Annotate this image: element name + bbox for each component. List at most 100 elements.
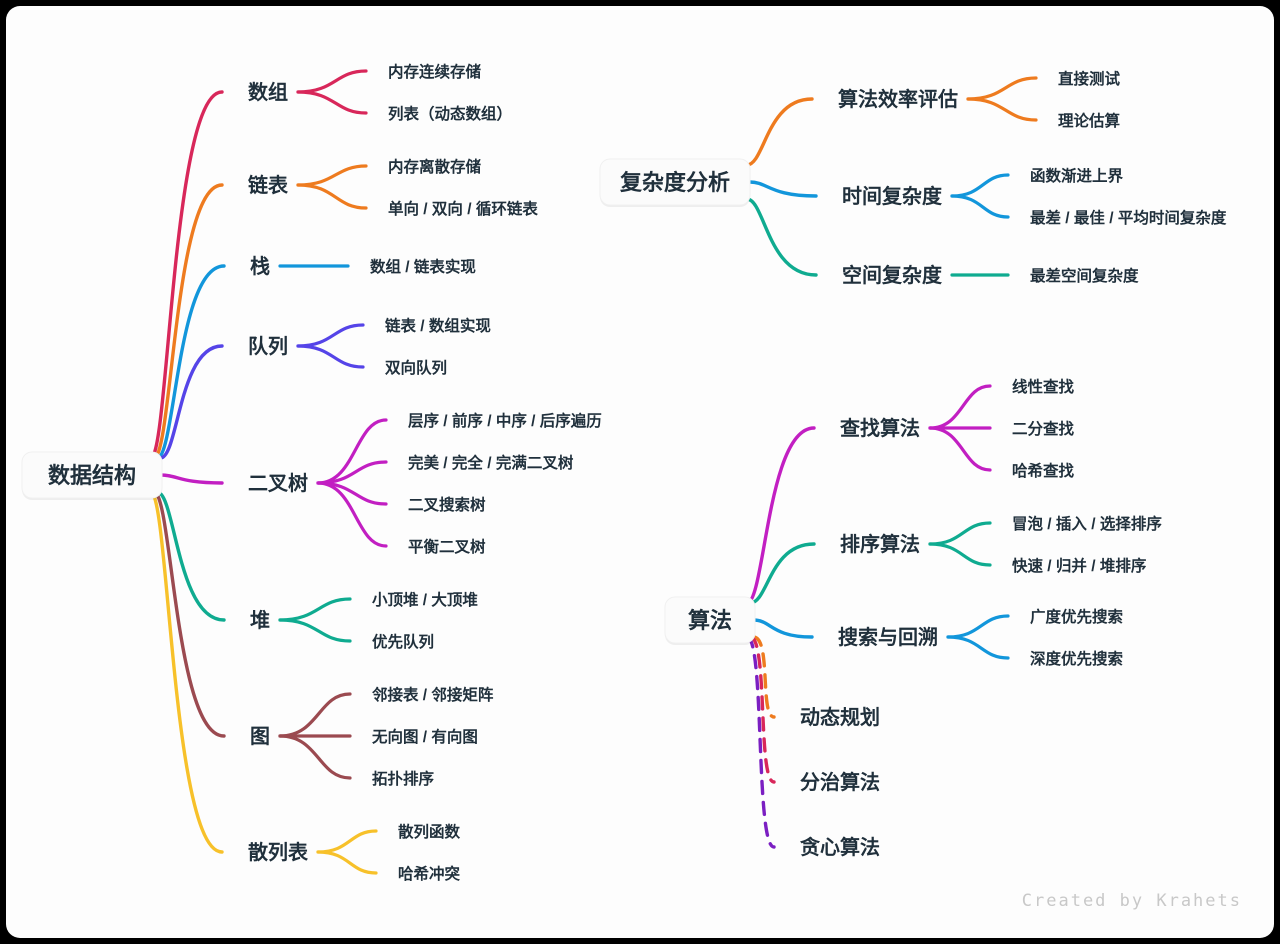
root-node-label: 复杂度分析 <box>619 170 730 195</box>
leaf-link <box>928 542 992 567</box>
leaf-node-label[interactable]: 函数渐进上界 <box>1030 166 1124 185</box>
leaf-link <box>950 173 1010 198</box>
branch-node-label[interactable]: 队列 <box>248 334 288 358</box>
branch-link <box>155 264 226 460</box>
branch-node-label[interactable]: 动态规划 <box>800 705 880 729</box>
leaf-node-label[interactable]: 单向 / 双向 / 循环链表 <box>388 199 538 218</box>
branch-node-label[interactable]: 算法效率评估 <box>838 87 958 111</box>
credit-text: Created by Krahets <box>1022 891 1242 911</box>
branch-node-label[interactable]: 贪心算法 <box>800 835 880 859</box>
root-node-box <box>599 158 751 206</box>
leaf-node-label[interactable]: 直接测试 <box>1058 69 1121 88</box>
leaf-node-label[interactable]: 线性查找 <box>1012 377 1075 396</box>
branch-link <box>751 635 776 719</box>
leaf-link <box>278 734 352 780</box>
leaf-node-label[interactable]: 平衡二叉树 <box>408 537 486 556</box>
root-node[interactable]: 数据结构 <box>21 451 163 500</box>
leaf-node-label[interactable]: 双向队列 <box>385 358 447 377</box>
leaf-node-label[interactable]: 理论估算 <box>1058 111 1120 130</box>
root-node[interactable]: 复杂度分析 <box>599 158 751 207</box>
branch-link <box>748 180 818 198</box>
branch-link <box>748 542 816 605</box>
leaf-link <box>316 850 378 875</box>
branch-node-label[interactable]: 图 <box>250 725 270 748</box>
leaf-link <box>950 194 1010 219</box>
leaf-node-label[interactable]: 链表 / 数组实现 <box>385 316 491 335</box>
branch-link <box>748 635 776 784</box>
leaf-node-label[interactable]: 哈希冲突 <box>398 864 461 883</box>
mindmap-svg: 数组内存连续存储列表（动态数组）链表内存离散存储单向 / 双向 / 循环链表栈数… <box>21 62 1242 911</box>
leaf-node-label[interactable]: 冒泡 / 插入 / 选择排序 <box>1012 514 1162 533</box>
branch-node-label[interactable]: 搜索与回溯 <box>838 625 938 649</box>
leaf-node-label[interactable]: 拓扑排序 <box>372 769 435 788</box>
leaf-node-label[interactable]: 散列函数 <box>398 822 461 841</box>
branch-link <box>158 473 224 485</box>
leaf-link <box>296 164 368 187</box>
leaf-link <box>296 90 368 115</box>
branch-link <box>745 635 776 849</box>
leaf-link <box>316 418 388 485</box>
leaf-node-label[interactable]: 优先队列 <box>372 632 434 651</box>
branch-node-label[interactable]: 查找算法 <box>840 416 920 440</box>
leaf-node-label[interactable]: 哈希查找 <box>1012 461 1075 480</box>
branch-link <box>152 490 226 738</box>
leaf-link <box>946 635 1010 660</box>
root-node-box <box>664 596 756 644</box>
leaf-node-label[interactable]: 二叉搜索树 <box>408 495 486 514</box>
node-layer: 数组内存连续存储列表（动态数组）链表内存离散存储单向 / 双向 / 循环链表栈数… <box>21 62 1227 883</box>
leaf-node-label[interactable]: 最差 / 最佳 / 平均时间复杂度 <box>1030 208 1227 227</box>
leaf-link <box>278 597 352 622</box>
leaf-link <box>946 614 1010 639</box>
branch-link <box>149 90 224 460</box>
branch-layer <box>149 69 1038 875</box>
leaf-link <box>316 481 388 548</box>
root-node-label: 数据结构 <box>48 463 136 488</box>
branch-link <box>149 490 224 854</box>
leaf-link <box>928 521 992 546</box>
mindmap-canvas: 数组 内存连续存储 列表（动态数组） 链表 内存离散存储 单向 / 双向 / 循环链表栈数… <box>6 6 1274 938</box>
leaf-node-label[interactable]: 无向图 / 有向图 <box>371 727 478 746</box>
leaf-link <box>296 69 368 94</box>
branch-link <box>158 344 224 460</box>
leaf-node-label[interactable]: 邻接表 / 邻接矩阵 <box>372 685 494 704</box>
leaf-node-label[interactable]: 广度优先搜索 <box>1030 607 1123 626</box>
branch-node-label[interactable]: 二叉树 <box>248 472 308 495</box>
leaf-link <box>966 76 1038 101</box>
leaf-node-label[interactable]: 二分查找 <box>1012 419 1075 438</box>
leaf-link <box>296 183 368 210</box>
branch-link <box>155 490 226 622</box>
root-node-label: 算法 <box>688 608 732 633</box>
branch-node-label[interactable]: 空间复杂度 <box>842 263 943 287</box>
leaf-link <box>278 618 352 643</box>
branch-link <box>152 183 224 460</box>
branch-link <box>745 97 814 167</box>
leaf-node-label[interactable]: 列表（动态数组） <box>388 104 512 123</box>
branch-node-label[interactable]: 排序算法 <box>840 532 920 556</box>
branch-node-label[interactable]: 时间复杂度 <box>842 184 943 208</box>
root-node[interactable]: 算法 <box>664 596 756 645</box>
leaf-link <box>316 829 378 854</box>
branch-node-label[interactable]: 数组 <box>248 80 288 104</box>
branch-node-label[interactable]: 散列表 <box>248 840 309 864</box>
leaf-node-label[interactable]: 小顶堆 / 大顶堆 <box>372 590 478 609</box>
leaf-link <box>278 692 352 738</box>
leaf-node-label[interactable]: 数组 / 链表实现 <box>370 257 476 276</box>
branch-link <box>745 197 818 277</box>
leaf-node-label[interactable]: 快速 / 归并 / 堆排序 <box>1012 556 1147 575</box>
leaf-node-label[interactable]: 完美 / 完全 / 完满二叉树 <box>408 453 574 472</box>
leaf-node-label[interactable]: 最差空间复杂度 <box>1030 266 1139 285</box>
leaf-node-label[interactable]: 内存连续存储 <box>388 62 482 81</box>
leaf-node-label[interactable]: 深度优先搜索 <box>1030 649 1123 668</box>
branch-node-label[interactable]: 堆 <box>250 608 270 632</box>
branch-node-label[interactable]: 栈 <box>250 255 270 278</box>
leaf-node-label[interactable]: 层序 / 前序 / 中序 / 后序遍历 <box>408 411 602 430</box>
leaf-link <box>296 323 365 348</box>
root-node-box <box>21 451 163 499</box>
leaf-link <box>966 97 1038 122</box>
branch-link <box>745 426 816 605</box>
branch-node-label[interactable]: 分治算法 <box>800 770 880 794</box>
leaf-link <box>928 384 992 430</box>
branch-node-label[interactable]: 链表 <box>248 173 289 197</box>
leaf-node-label[interactable]: 内存离散存储 <box>388 157 482 176</box>
branch-link <box>751 618 814 639</box>
